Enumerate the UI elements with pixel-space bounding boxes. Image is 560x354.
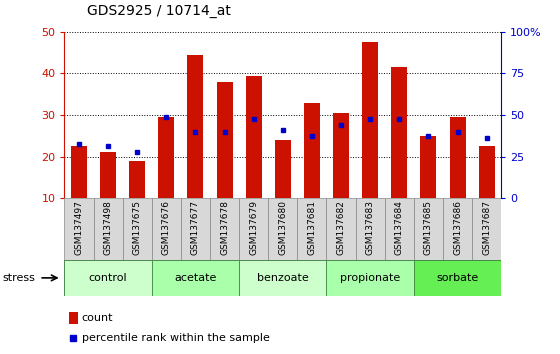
Text: propionate: propionate xyxy=(340,273,400,283)
Bar xyxy=(69,312,78,324)
Text: acetate: acetate xyxy=(174,273,217,283)
Text: GSM137685: GSM137685 xyxy=(424,200,433,255)
Bar xyxy=(333,113,349,198)
Text: GSM137683: GSM137683 xyxy=(366,200,375,255)
Bar xyxy=(152,198,181,260)
Text: GSM137498: GSM137498 xyxy=(104,200,113,255)
Text: percentile rank within the sample: percentile rank within the sample xyxy=(82,333,270,343)
Text: benzoate: benzoate xyxy=(257,273,309,283)
Bar xyxy=(385,198,414,260)
Bar xyxy=(64,260,152,296)
Bar xyxy=(246,75,262,198)
Text: GDS2925 / 10714_at: GDS2925 / 10714_at xyxy=(87,4,231,18)
Bar xyxy=(217,82,232,198)
Bar xyxy=(421,136,436,198)
Text: GSM137497: GSM137497 xyxy=(74,200,83,255)
Bar xyxy=(71,146,87,198)
Bar xyxy=(414,198,443,260)
Bar xyxy=(391,67,407,198)
Text: GSM137687: GSM137687 xyxy=(482,200,491,255)
Bar xyxy=(326,260,414,296)
Text: count: count xyxy=(82,313,113,323)
Bar xyxy=(64,198,94,260)
Bar xyxy=(239,198,268,260)
Text: GSM137682: GSM137682 xyxy=(337,200,346,255)
Bar xyxy=(123,198,152,260)
Bar xyxy=(326,198,356,260)
Bar xyxy=(129,161,145,198)
Text: stress: stress xyxy=(3,273,36,283)
Bar xyxy=(472,198,501,260)
Bar xyxy=(188,55,203,198)
Bar xyxy=(362,42,378,198)
Text: GSM137675: GSM137675 xyxy=(133,200,142,255)
Bar xyxy=(414,260,501,296)
Bar xyxy=(443,198,472,260)
Bar xyxy=(210,198,239,260)
Text: GSM137686: GSM137686 xyxy=(453,200,462,255)
Text: GSM137676: GSM137676 xyxy=(162,200,171,255)
Text: control: control xyxy=(89,273,127,283)
Bar xyxy=(479,146,494,198)
Bar xyxy=(239,260,326,296)
Text: GSM137678: GSM137678 xyxy=(220,200,229,255)
Bar xyxy=(304,103,320,198)
Bar xyxy=(450,117,465,198)
Bar xyxy=(356,198,385,260)
Bar xyxy=(181,198,210,260)
Bar xyxy=(158,117,174,198)
Text: GSM137680: GSM137680 xyxy=(278,200,287,255)
Text: sorbate: sorbate xyxy=(436,273,479,283)
Text: GSM137681: GSM137681 xyxy=(307,200,316,255)
Bar xyxy=(297,198,326,260)
Text: GSM137684: GSM137684 xyxy=(395,200,404,255)
Bar xyxy=(100,153,116,198)
Bar xyxy=(94,198,123,260)
Bar xyxy=(275,140,291,198)
Bar xyxy=(152,260,239,296)
Text: GSM137679: GSM137679 xyxy=(249,200,258,255)
Bar xyxy=(268,198,297,260)
Text: GSM137677: GSM137677 xyxy=(191,200,200,255)
